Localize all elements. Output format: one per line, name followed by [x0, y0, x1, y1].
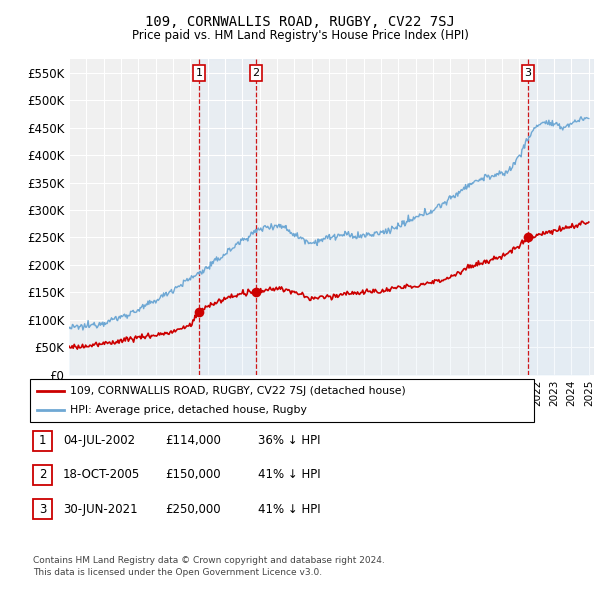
Text: 3: 3: [524, 68, 532, 78]
Text: 109, CORNWALLIS ROAD, RUGBY, CV22 7SJ (detached house): 109, CORNWALLIS ROAD, RUGBY, CV22 7SJ (d…: [70, 386, 406, 396]
Text: 1: 1: [39, 434, 46, 447]
Text: 18-OCT-2005: 18-OCT-2005: [63, 468, 140, 481]
Text: Price paid vs. HM Land Registry's House Price Index (HPI): Price paid vs. HM Land Registry's House …: [131, 29, 469, 42]
Text: 41% ↓ HPI: 41% ↓ HPI: [258, 503, 320, 516]
Text: £114,000: £114,000: [165, 434, 221, 447]
Text: 109, CORNWALLIS ROAD, RUGBY, CV22 7SJ: 109, CORNWALLIS ROAD, RUGBY, CV22 7SJ: [145, 15, 455, 30]
Text: 1: 1: [196, 68, 203, 78]
Text: 2: 2: [39, 468, 46, 481]
Text: £150,000: £150,000: [165, 468, 221, 481]
Text: Contains HM Land Registry data © Crown copyright and database right 2024.
This d: Contains HM Land Registry data © Crown c…: [33, 556, 385, 577]
Text: 36% ↓ HPI: 36% ↓ HPI: [258, 434, 320, 447]
Text: £250,000: £250,000: [165, 503, 221, 516]
Text: 2: 2: [253, 68, 260, 78]
Text: 3: 3: [39, 503, 46, 516]
Text: 04-JUL-2002: 04-JUL-2002: [63, 434, 135, 447]
Bar: [199, 59, 256, 375]
Text: HPI: Average price, detached house, Rugby: HPI: Average price, detached house, Rugb…: [70, 405, 307, 415]
Text: 41% ↓ HPI: 41% ↓ HPI: [258, 468, 320, 481]
Text: 30-JUN-2021: 30-JUN-2021: [63, 503, 137, 516]
Bar: [528, 59, 594, 375]
